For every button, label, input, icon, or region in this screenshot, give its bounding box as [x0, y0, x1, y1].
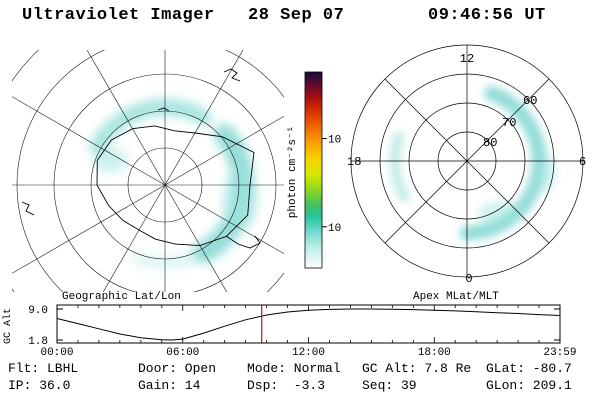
mlt-clock-labels: 12 18 6 0	[347, 52, 586, 286]
mlat-ring-labels: 60 70 80	[483, 94, 537, 150]
mlat-label-80: 80	[483, 136, 497, 150]
alt-hour-ticks	[56, 305, 561, 343]
colorbar-tick-label-10: 10	[328, 223, 341, 235]
geographic-map-panel	[12, 50, 284, 292]
coastline	[21, 68, 261, 249]
altitude-curve	[56, 308, 561, 341]
header-date: 28 Sep 07	[248, 6, 345, 25]
telemetry-door: Door: Open	[138, 361, 217, 376]
mlt-label-0: 0	[465, 272, 472, 286]
left-panel-caption: Geographic Lat/Lon	[62, 291, 181, 303]
telemetry-dsp: Dsp: -3.3	[247, 378, 326, 393]
alt-y-ticks	[57, 308, 560, 341]
telemetry-mode: Mode: Normal	[247, 361, 341, 376]
telemetry-flt: Flt: LBHL	[8, 361, 79, 376]
colorbar-gradient	[304, 71, 323, 269]
apex-mlt-panel: 12 18 6 0 60 70 80	[347, 44, 586, 286]
app-title: Ultraviolet Imager	[22, 6, 215, 25]
lat-lon-grid	[12, 50, 284, 292]
aurora-emission-right	[389, 85, 557, 241]
colorbar-tick-label-100: 100	[328, 135, 341, 147]
mlat-label-60: 60	[523, 94, 537, 108]
header-time: 09:46:56 UT	[428, 6, 546, 25]
mlt-label-18: 18	[347, 155, 361, 169]
mlat-mlt-grid	[350, 44, 584, 278]
time-label-2359: 23:59	[543, 347, 576, 359]
time-label-0600: 06:00	[166, 347, 199, 359]
telemetry-ip: IP: 36.0	[8, 378, 71, 393]
gc-alt-strip-chart: GC Alt 9.0 1.8 00:00 06:00 12:00 18:00 2…	[2, 304, 577, 359]
alt-y-axis-title: GC Alt	[2, 308, 14, 344]
mlat-label-70: 70	[502, 116, 516, 130]
mlt-label-12: 12	[460, 52, 474, 66]
right-panel-caption: Apex MLat/MLT	[413, 291, 499, 303]
telemetry-glon: GLon: 209.1	[486, 378, 572, 393]
alt-ymax-label: 9.0	[28, 305, 48, 317]
telemetry-glat: GLat: -80.7	[486, 361, 572, 376]
telemetry-seq: Seq: 39	[362, 378, 417, 393]
telemetry-gain: Gain: 14	[138, 378, 201, 393]
mlt-label-6: 6	[579, 155, 586, 169]
time-label-1200: 12:00	[292, 347, 325, 359]
alt-ymin-label: 1.8	[28, 336, 48, 348]
time-label-1800: 18:00	[418, 347, 451, 359]
telemetry-gcalt: GC Alt: 7.8 Re	[362, 361, 472, 376]
colorbar: 100 10 photon cm⁻²s⁻¹	[287, 71, 341, 269]
aurora-emission-left	[89, 99, 258, 270]
colorbar-axis-label: photon cm⁻²s⁻¹	[287, 126, 299, 218]
time-label-0000: 00:00	[40, 347, 73, 359]
alt-x-tick-labels: 00:00 06:00 12:00 18:00 23:59	[40, 347, 576, 359]
